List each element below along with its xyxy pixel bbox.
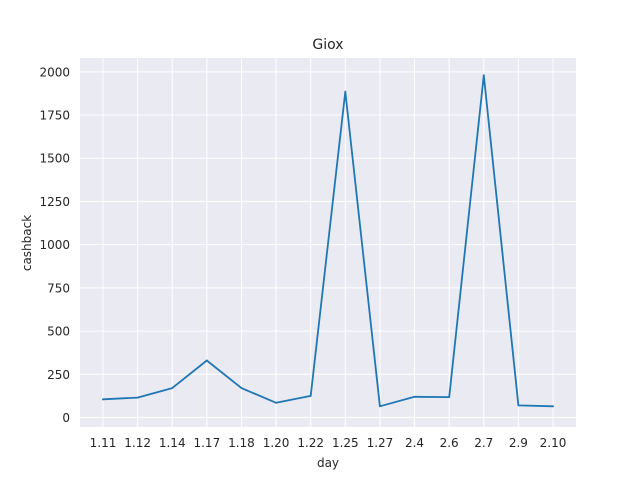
chart-title: Giox (312, 37, 343, 53)
x-tick-label: 1.22 (297, 436, 324, 450)
x-tick-label: 1.17 (193, 436, 220, 450)
x-grid (102, 58, 554, 427)
data-point (240, 387, 243, 390)
data-point (205, 359, 208, 362)
x-tick-label: 1.18 (228, 436, 255, 450)
x-tick-label: 1.14 (159, 436, 186, 450)
data-point (448, 396, 451, 398)
data-point (482, 74, 485, 77)
data-point (517, 404, 520, 407)
x-tick-label: 2.9 (509, 436, 528, 450)
y-tick-label: 2000 (39, 65, 70, 79)
x-tick-label: 2.4 (405, 436, 424, 450)
data-point (379, 405, 381, 408)
data-point (275, 401, 277, 404)
data-point (136, 396, 139, 399)
data-point (102, 398, 104, 401)
y-tick-label: 1250 (39, 195, 70, 209)
y-axis-label: cashback (20, 215, 34, 271)
data-point (309, 394, 312, 397)
y-tick-label: 1750 (39, 109, 70, 123)
y-tick-label: 1000 (39, 238, 70, 252)
y-tick-label: 250 (47, 368, 70, 382)
data-point (171, 387, 174, 390)
data-point (413, 395, 416, 398)
y-tick-label: 750 (47, 281, 70, 295)
x-tick-label: 1.20 (263, 436, 290, 450)
x-axis-label: day (317, 456, 339, 470)
x-tick-label: 2.6 (440, 436, 459, 450)
x-tick-label: 1.11 (90, 436, 117, 450)
x-tick-label: 1.27 (367, 436, 394, 450)
y-tick-labels: 0 250 500 750 1000 1250 1500 1750 2000 (39, 65, 70, 425)
y-tick-label: 0 (62, 411, 70, 425)
y-tick-label: 1500 (39, 152, 70, 166)
x-tick-label: 2.7 (474, 436, 493, 450)
data-point (344, 90, 347, 93)
x-tick-label: 1.12 (124, 436, 151, 450)
series-layer (102, 74, 554, 408)
x-tick-label: 1.25 (332, 436, 359, 450)
data-point (552, 405, 554, 408)
x-tick-label: 2.10 (540, 436, 567, 450)
series-line (102, 74, 554, 408)
x-tick-labels: 1.11 1.12 1.14 1.17 1.18 1.20 1.22 1.25 1.27 2.4 2… (90, 436, 567, 450)
y-tick-label: 500 (47, 325, 70, 339)
